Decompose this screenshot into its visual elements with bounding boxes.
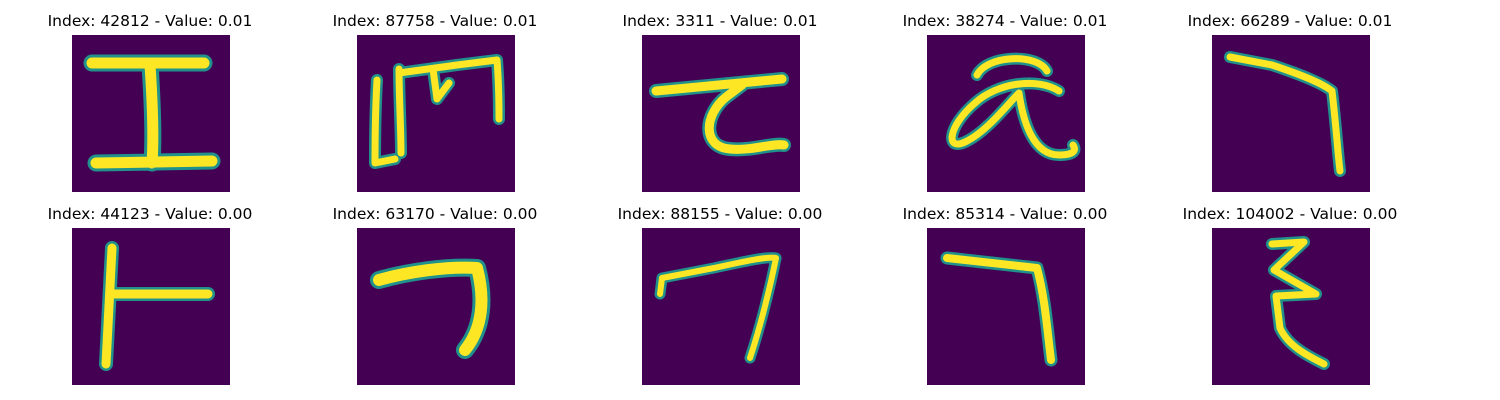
grid-cell: Index: 42812 - Value: 0.01 (0, 0, 300, 192)
cell-title: Index: 44123 - Value: 0.00 (47, 205, 253, 223)
glyph-image (642, 228, 800, 385)
cell-title: Index: 3311 - Value: 0.01 (622, 12, 818, 30)
glyph-t-side (99, 241, 215, 371)
grid-cell: Index: 38274 - Value: 0.01 (855, 0, 1155, 192)
glyph-bold-seven (370, 258, 491, 359)
cell-title: Index: 88155 - Value: 0.00 (617, 205, 823, 223)
glyph-image (357, 228, 515, 385)
glyph-hook (1224, 51, 1346, 177)
glyph-image (72, 228, 230, 385)
glyph-image (1212, 228, 1370, 385)
grid-cell: Index: 104002 - Value: 0.00 (1140, 193, 1440, 385)
glyph-epsilon (1266, 236, 1330, 370)
grid-cell: Index: 87758 - Value: 0.01 (285, 0, 585, 192)
glyph-image (642, 35, 800, 192)
cell-title: Index: 104002 - Value: 0.00 (1182, 205, 1398, 223)
glyph-image (927, 228, 1085, 385)
glyph-i (83, 54, 221, 172)
grid-cell: Index: 85314 - Value: 0.00 (855, 193, 1155, 385)
grid-cell: Index: 88155 - Value: 0.00 (570, 193, 870, 385)
grid-cell: Index: 66289 - Value: 0.01 (1140, 0, 1440, 192)
grid-cell: Index: 3311 - Value: 0.01 (570, 0, 870, 192)
glyph-alpha (946, 52, 1081, 161)
cell-title: Index: 38274 - Value: 0.01 (902, 12, 1108, 30)
cell-title: Index: 63170 - Value: 0.00 (332, 205, 538, 223)
grid-cell: Index: 44123 - Value: 0.00 (0, 193, 300, 385)
glyph-image (1212, 35, 1370, 192)
glyph-m-bracket (369, 54, 505, 169)
cell-title: Index: 42812 - Value: 0.01 (47, 12, 253, 30)
glyph-image (72, 35, 230, 192)
glyph-hook-2 (940, 251, 1058, 367)
glyph-image (357, 35, 515, 192)
cell-title: Index: 87758 - Value: 0.01 (332, 12, 538, 30)
cell-title: Index: 85314 - Value: 0.00 (902, 205, 1108, 223)
glyph-image (927, 35, 1085, 192)
grid-cell: Index: 63170 - Value: 0.00 (285, 193, 585, 385)
glyph-z-curve (649, 72, 791, 157)
glyph-seven (654, 252, 782, 364)
cell-title: Index: 66289 - Value: 0.01 (1187, 12, 1393, 30)
